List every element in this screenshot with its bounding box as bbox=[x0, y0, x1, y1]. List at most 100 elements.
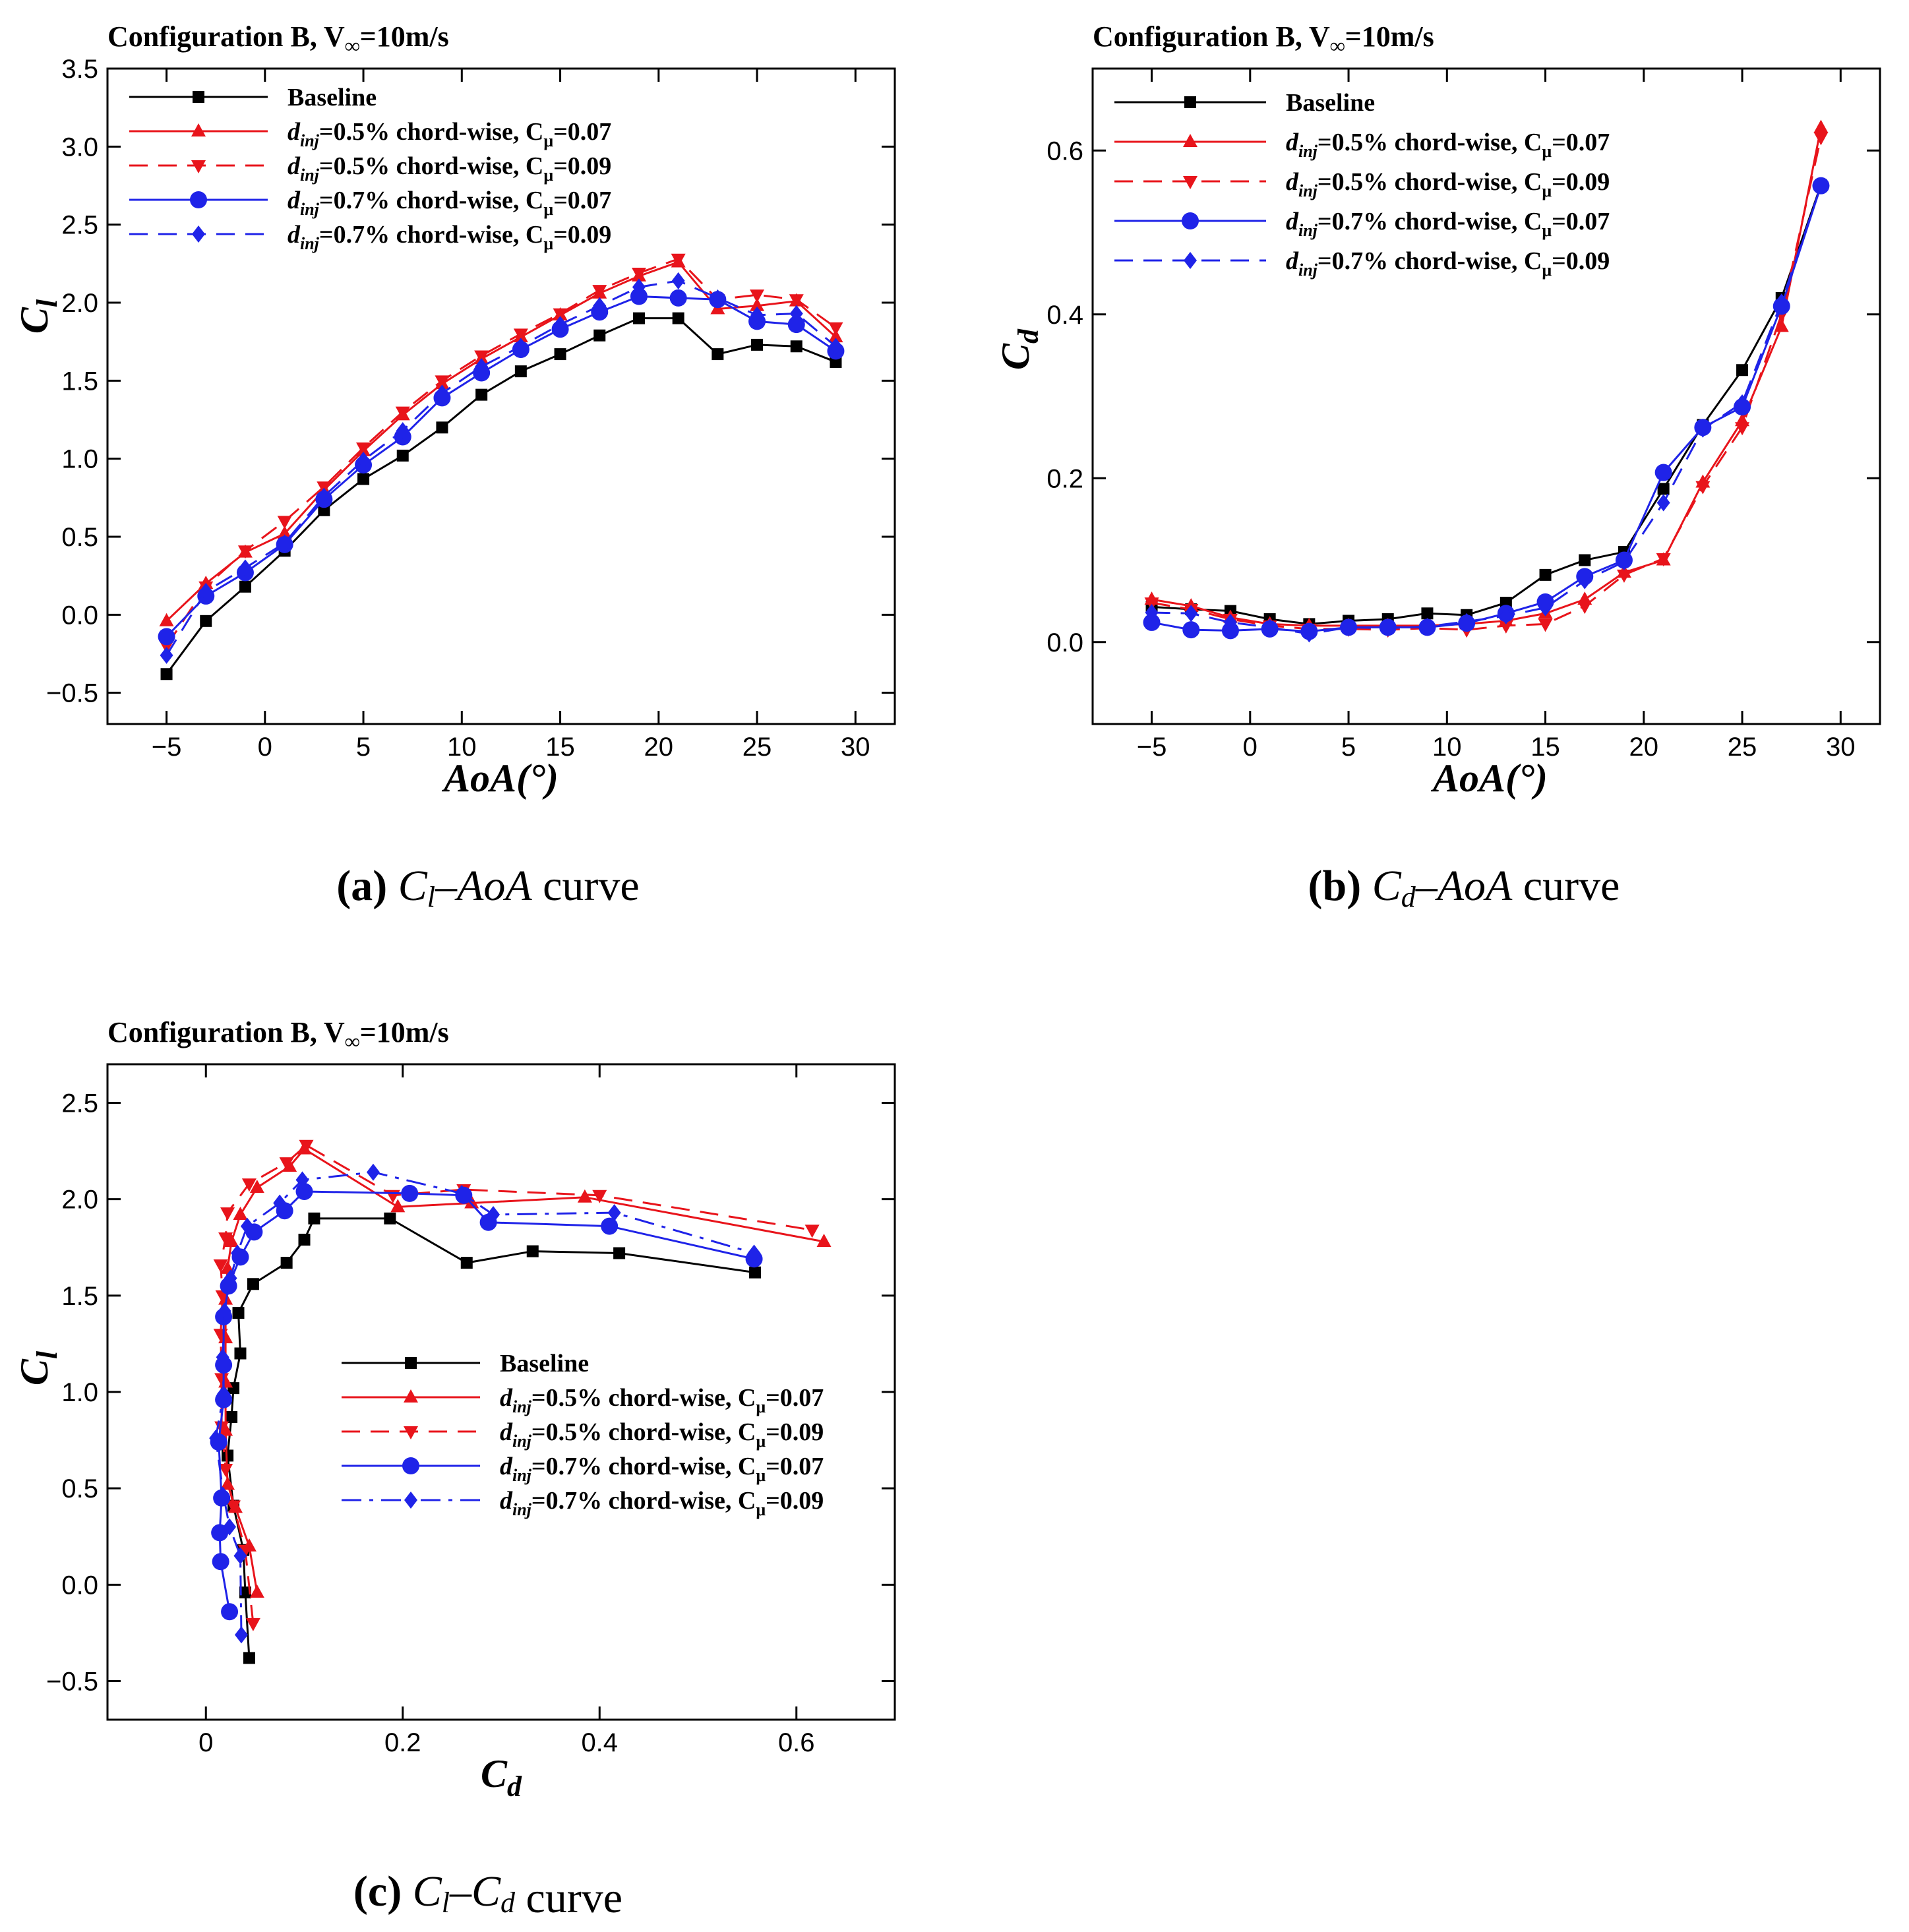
data-point bbox=[475, 388, 488, 401]
data-point bbox=[747, 1244, 761, 1262]
legend-marker bbox=[191, 123, 206, 136]
data-point bbox=[669, 289, 687, 307]
series-line bbox=[166, 257, 837, 647]
chart-title: Configuration B, V∞=10m/s bbox=[107, 20, 449, 57]
data-point bbox=[1302, 625, 1316, 643]
data-point bbox=[1538, 619, 1553, 632]
data-point bbox=[295, 1182, 313, 1200]
data-point bbox=[299, 1139, 314, 1153]
data-point bbox=[233, 1547, 247, 1565]
data-point bbox=[751, 338, 764, 351]
data-point bbox=[277, 526, 292, 539]
x-axis-label: Cd bbox=[481, 1752, 522, 1803]
data-point bbox=[513, 328, 528, 342]
data-point bbox=[593, 329, 606, 342]
data-point bbox=[671, 272, 685, 289]
data-point bbox=[1579, 554, 1591, 566]
data-point bbox=[220, 1476, 235, 1490]
x-tick-label: −5 bbox=[1137, 733, 1167, 762]
data-point bbox=[401, 1184, 419, 1202]
data-point bbox=[209, 1430, 223, 1447]
data-point bbox=[455, 1184, 469, 1202]
x-tick-label: 0 bbox=[198, 1728, 213, 1757]
data-point bbox=[221, 1603, 239, 1621]
data-point bbox=[630, 287, 648, 305]
panel-caption: (c) Cl–Cd curve bbox=[353, 1867, 622, 1922]
legend-entry: dinj=0.5% chord-wise, Cμ=0.07 bbox=[288, 118, 611, 150]
data-point bbox=[592, 1190, 607, 1203]
data-point bbox=[160, 646, 173, 664]
chart-panel-3: Configuration B, V∞=10m/s 0 0.2 0.4 0.6 −0.5 0… bbox=[13, 1016, 896, 1922]
data-point bbox=[241, 1178, 257, 1192]
data-point bbox=[816, 1233, 832, 1247]
data-point bbox=[366, 1163, 380, 1181]
data-point bbox=[1145, 604, 1159, 622]
x-tick-label: 25 bbox=[1728, 733, 1757, 762]
legend-entry: dinj=0.5% chord-wise, Cμ=0.07 bbox=[500, 1384, 824, 1416]
data-point bbox=[1460, 613, 1474, 630]
legend-marker bbox=[404, 1389, 418, 1403]
data-point bbox=[1813, 132, 1829, 146]
chart-title: Configuration B, V∞=10m/s bbox=[107, 1016, 449, 1053]
data-point bbox=[750, 289, 765, 303]
data-point bbox=[435, 384, 449, 402]
x-tick-label: 20 bbox=[644, 733, 674, 762]
data-point bbox=[357, 473, 370, 485]
series-5 bbox=[209, 1163, 761, 1644]
series-line bbox=[1151, 137, 1822, 631]
data-point bbox=[1657, 483, 1670, 495]
data-point bbox=[213, 1259, 228, 1273]
data-point bbox=[217, 1385, 231, 1403]
series-4 bbox=[158, 287, 845, 646]
data-point bbox=[613, 1247, 626, 1259]
x-tick-label: 20 bbox=[1629, 733, 1659, 762]
y-axis-label: Cl bbox=[13, 299, 63, 334]
data-point bbox=[804, 1224, 820, 1238]
panel-caption: (b) Cd–AoA curve bbox=[1308, 862, 1620, 913]
data-point bbox=[226, 1500, 241, 1514]
legend-marker bbox=[404, 1426, 418, 1439]
y-tick-label: 2.5 bbox=[61, 1089, 98, 1118]
legend-entry: dinj=0.7% chord-wise, Cμ=0.07 bbox=[1286, 208, 1610, 240]
data-point bbox=[750, 297, 765, 311]
data-point bbox=[212, 1553, 229, 1571]
data-point bbox=[211, 1524, 229, 1542]
data-point bbox=[245, 1617, 260, 1631]
data-point bbox=[1696, 420, 1710, 438]
legend-entry: dinj=0.7% chord-wise, Cμ=0.09 bbox=[288, 221, 611, 253]
x-tick-label: 15 bbox=[545, 733, 575, 762]
data-point bbox=[1577, 601, 1592, 615]
data-point bbox=[1656, 494, 1670, 512]
x-tick-label: 0.2 bbox=[384, 1728, 421, 1757]
data-point bbox=[199, 582, 213, 600]
y-tick-label: 3.5 bbox=[61, 55, 98, 84]
legend-entry: Baseline bbox=[1286, 89, 1375, 117]
data-point bbox=[237, 545, 253, 559]
data-point bbox=[234, 1626, 248, 1644]
data-point bbox=[592, 285, 607, 299]
legend-marker bbox=[405, 1357, 417, 1369]
data-point bbox=[217, 1487, 231, 1505]
data-point bbox=[1342, 619, 1356, 636]
y-tick-label: −0.5 bbox=[46, 679, 98, 708]
y-tick-label: 1.0 bbox=[61, 1378, 98, 1407]
data-point bbox=[631, 268, 646, 282]
series-line bbox=[220, 1143, 812, 1623]
data-point bbox=[828, 322, 843, 336]
data-point bbox=[1654, 464, 1672, 481]
y-tick-label: 0.5 bbox=[61, 523, 98, 552]
data-point bbox=[232, 1307, 245, 1319]
data-point bbox=[789, 294, 804, 308]
data-point bbox=[222, 1449, 234, 1462]
data-point bbox=[277, 516, 292, 529]
data-point bbox=[607, 1204, 621, 1222]
series-1 bbox=[160, 312, 842, 680]
data-point bbox=[218, 1302, 231, 1320]
x-axis-label: AoA(°) bbox=[441, 756, 559, 800]
data-point bbox=[1774, 293, 1788, 311]
legend-entry: dinj=0.7% chord-wise, Cμ=0.07 bbox=[288, 187, 611, 219]
legend-marker bbox=[192, 226, 205, 243]
y-tick-label: 0.0 bbox=[61, 1571, 98, 1600]
series-line bbox=[1151, 127, 1822, 627]
